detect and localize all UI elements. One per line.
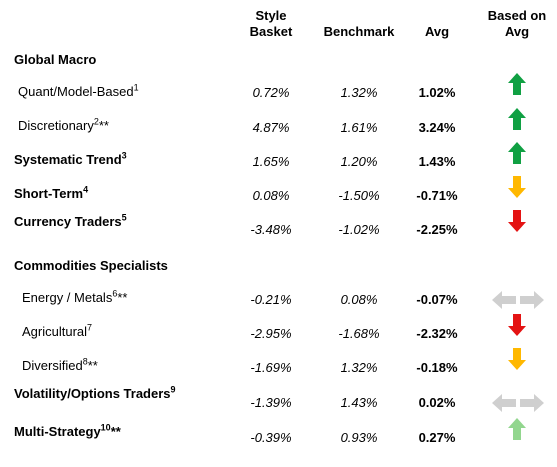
arrow-left-right-icon xyxy=(492,291,544,309)
header-avg: Avg xyxy=(424,24,450,39)
avg-value: 0.02% xyxy=(418,395,456,410)
footnote-marker: 9 xyxy=(170,384,176,395)
row-label-suffix: ** xyxy=(87,358,98,373)
footnote-marker: 3 xyxy=(121,150,127,161)
avg-value: -2.32% xyxy=(416,326,458,341)
row-label-suffix: ** xyxy=(98,118,109,133)
row-label: Energy / Metals6** xyxy=(22,288,128,306)
footnote-marker: 7 xyxy=(87,322,93,333)
footnote-marker: 6 xyxy=(112,288,118,299)
row-label-text: Commodities Specialists xyxy=(14,258,168,273)
arrow-up-icon xyxy=(508,108,526,130)
style-basket-value: 0.72% xyxy=(252,85,290,100)
arrow-down-icon xyxy=(508,176,526,198)
row-label-text: Volatility/Options Traders xyxy=(14,386,171,401)
row-label-text: Agricultural xyxy=(22,324,88,339)
row-label-text: Multi-Strategy xyxy=(14,424,101,439)
style-basket-value: 4.87% xyxy=(252,120,290,135)
arrow-up-icon xyxy=(508,142,526,164)
row-label: Systematic Trend3 xyxy=(14,150,127,168)
row-label: Multi-Strategy10** xyxy=(14,422,121,440)
row-label: Currency Traders5 xyxy=(14,212,127,230)
arrow-left-right-icon xyxy=(492,394,544,412)
benchmark-value: 1.32% xyxy=(340,85,378,100)
benchmark-value: 1.32% xyxy=(340,360,378,375)
arrow-down-icon xyxy=(508,348,526,370)
arrow-down-icon xyxy=(508,314,526,336)
row-label-text: Systematic Trend xyxy=(14,152,122,167)
header-based-on-avg: Based on Avg xyxy=(487,8,547,39)
avg-value: -0.71% xyxy=(416,188,458,203)
row-label-text: Quant/Model-Based xyxy=(18,84,134,99)
row-label-text: Energy / Metals xyxy=(22,290,113,305)
footnote-marker: 8 xyxy=(82,356,88,367)
footnote-marker: 5 xyxy=(121,212,127,223)
footnote-marker: 10 xyxy=(100,422,111,433)
footnote-marker: 4 xyxy=(83,184,89,195)
style-basket-value: -2.95% xyxy=(250,326,292,341)
style-basket-value: 0.08% xyxy=(252,188,290,203)
benchmark-value: -1.02% xyxy=(338,222,380,237)
benchmark-value: -1.68% xyxy=(338,326,380,341)
style-basket-value: 1.65% xyxy=(252,154,290,169)
avg-value: 1.43% xyxy=(418,154,456,169)
row-label-text: Currency Traders xyxy=(14,214,122,229)
benchmark-value: 0.93% xyxy=(340,430,378,445)
row-label: Agricultural7 xyxy=(22,322,93,340)
row-label-text: Diversified xyxy=(22,358,83,373)
style-basket-value: -1.69% xyxy=(250,360,292,375)
header-style-basket: Style Basket xyxy=(249,8,293,39)
footnote-marker: 1 xyxy=(133,82,139,93)
row-label-text: Discretionary xyxy=(18,118,94,133)
footnote-marker: 2 xyxy=(93,116,99,127)
benchmark-value: -1.50% xyxy=(338,188,380,203)
benchmark-value: 1.43% xyxy=(340,395,378,410)
style-basket-value: -0.39% xyxy=(250,430,292,445)
row-label: Short-Term4 xyxy=(14,184,89,202)
benchmark-value: 1.61% xyxy=(340,120,378,135)
avg-value: 1.02% xyxy=(418,85,456,100)
avg-value: -2.25% xyxy=(416,222,458,237)
row-label-suffix: ** xyxy=(110,424,121,439)
avg-value: 0.27% xyxy=(418,430,456,445)
row-label: Global Macro xyxy=(14,52,96,68)
header-benchmark: Benchmark xyxy=(323,24,395,39)
avg-value: -0.07% xyxy=(416,292,458,307)
row-label-text: Short-Term xyxy=(14,186,84,201)
arrow-up-icon xyxy=(508,418,526,440)
row-label-text: Global Macro xyxy=(14,52,97,67)
benchmark-value: 1.20% xyxy=(340,154,378,169)
style-basket-value: -1.39% xyxy=(250,395,292,410)
arrow-down-icon xyxy=(508,210,526,232)
arrow-up-icon xyxy=(508,73,526,95)
row-label: Commodities Specialists xyxy=(14,258,168,274)
row-label: Volatility/Options Traders9 xyxy=(14,384,176,402)
row-label-suffix: ** xyxy=(117,290,128,305)
row-label: Quant/Model-Based1 xyxy=(18,82,139,100)
avg-value: 3.24% xyxy=(418,120,456,135)
style-basket-value: -0.21% xyxy=(250,292,292,307)
row-label: Diversified8** xyxy=(22,356,98,374)
benchmark-value: 0.08% xyxy=(340,292,378,307)
style-basket-value: -3.48% xyxy=(250,222,292,237)
avg-value: -0.18% xyxy=(416,360,458,375)
row-label: Discretionary2** xyxy=(18,116,109,134)
